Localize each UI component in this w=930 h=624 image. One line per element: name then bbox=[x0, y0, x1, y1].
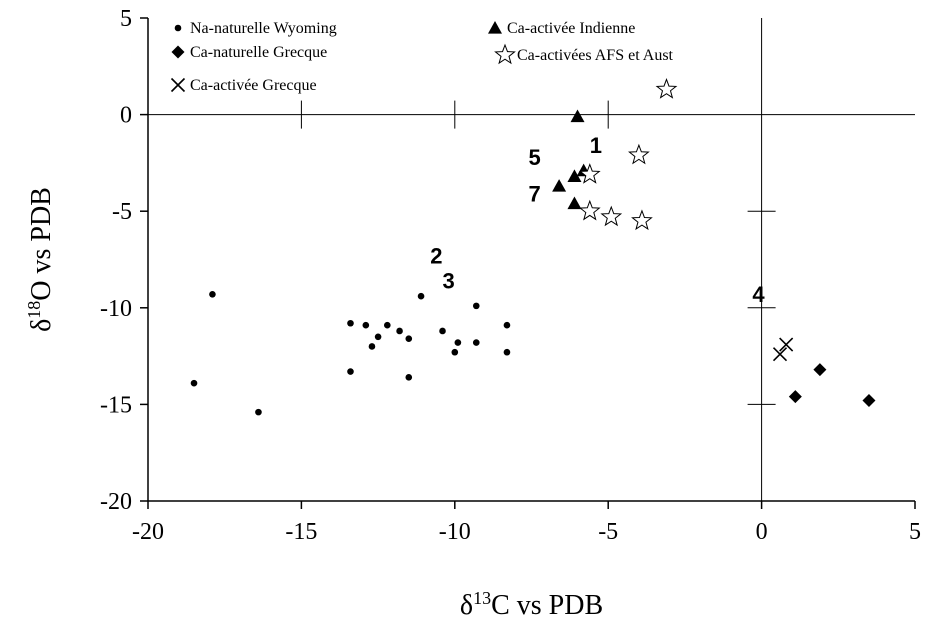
data-point-circle bbox=[439, 327, 446, 335]
annotation-label: 5 bbox=[528, 145, 540, 170]
legend-label: Ca-activée Indienne bbox=[507, 20, 635, 37]
data-point-triangle bbox=[567, 196, 582, 210]
x-tick-label: -20 bbox=[132, 519, 164, 545]
legend-marker-diamond bbox=[171, 45, 185, 59]
y-axis-title: δ18O vs PDB bbox=[24, 187, 57, 332]
annotation-label: 1 bbox=[590, 133, 602, 158]
legend-label: Ca-naturelle Grecque bbox=[190, 44, 327, 61]
data-point-circle bbox=[347, 368, 354, 375]
x-tick-label: -10 bbox=[439, 519, 471, 545]
legend-label: Ca-activée Grecque bbox=[190, 77, 317, 94]
data-point-diamond bbox=[788, 390, 802, 404]
data-point-star bbox=[600, 205, 623, 227]
data-point-circle bbox=[396, 327, 403, 335]
legend-marker-star bbox=[494, 43, 516, 65]
data-point-x bbox=[772, 347, 788, 362]
data-point-star bbox=[655, 78, 678, 99]
legend-marker-triangle bbox=[488, 21, 502, 34]
legend-marker-circle bbox=[174, 24, 182, 32]
data-point-diamond bbox=[862, 394, 876, 408]
annotation-label: 3 bbox=[443, 268, 455, 293]
y-tick-label: -20 bbox=[100, 489, 132, 515]
y-tick-label: 0 bbox=[120, 103, 132, 129]
data-point-star bbox=[631, 209, 653, 231]
data-point-circle bbox=[405, 374, 413, 381]
data-point-circle bbox=[472, 302, 480, 310]
annotation-label: 4 bbox=[752, 282, 765, 307]
data-point-circle bbox=[368, 343, 376, 350]
data-point-circle bbox=[503, 348, 511, 356]
data-point-circle bbox=[362, 321, 370, 329]
data-point-circle bbox=[374, 333, 382, 341]
data-point-circle bbox=[454, 339, 462, 346]
legend-label: Na-naturelle Wyoming bbox=[190, 20, 337, 37]
annotation-label: 2 bbox=[430, 243, 442, 268]
data-point-circle bbox=[417, 292, 425, 300]
data-point-triangle bbox=[567, 169, 582, 183]
data-point-circle bbox=[209, 290, 216, 298]
data-point-triangle bbox=[570, 109, 585, 123]
data-point-circle bbox=[451, 348, 459, 356]
y-tick-label: 5 bbox=[120, 6, 132, 32]
x-tick-label: 0 bbox=[756, 519, 768, 545]
data-point-circle bbox=[255, 408, 262, 416]
data-point-triangle bbox=[552, 179, 567, 192]
data-point-circle bbox=[405, 335, 413, 343]
data-point-x bbox=[779, 337, 794, 352]
legend-marker-x bbox=[170, 77, 186, 93]
data-point-star bbox=[628, 143, 650, 165]
annotation-label: 7 bbox=[528, 182, 540, 207]
legend-label: Ca-activées AFS et Aust bbox=[517, 47, 674, 64]
y-tick-label: -5 bbox=[112, 199, 132, 225]
y-tick-label: -15 bbox=[100, 392, 132, 418]
data-point-diamond bbox=[813, 363, 827, 377]
data-point-star bbox=[578, 199, 601, 221]
data-point-circle bbox=[503, 321, 511, 329]
data-point-star bbox=[578, 163, 601, 184]
y-tick-label: -10 bbox=[100, 296, 132, 322]
data-point-circle bbox=[347, 319, 354, 327]
x-axis-title: δ13C vs PDB bbox=[460, 588, 603, 621]
x-tick-label: 5 bbox=[909, 519, 921, 545]
data-point-circle bbox=[384, 321, 391, 329]
x-tick-label: -5 bbox=[598, 519, 618, 545]
data-point-circle bbox=[190, 379, 198, 387]
x-tick-label: -15 bbox=[285, 519, 317, 545]
data-point-circle bbox=[472, 339, 480, 346]
